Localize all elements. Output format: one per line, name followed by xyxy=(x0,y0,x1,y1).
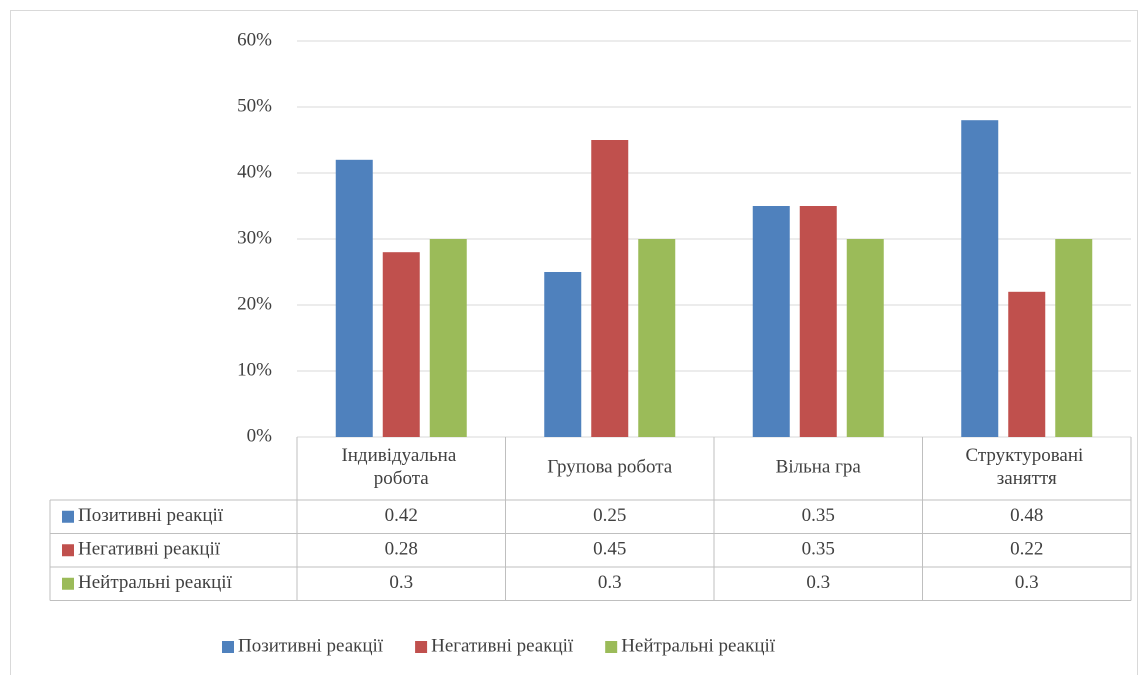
table-value: 0.35 xyxy=(802,539,835,560)
bar xyxy=(961,120,999,437)
bar xyxy=(429,239,467,437)
y-tick-label: 20% xyxy=(237,293,272,314)
legend-key xyxy=(415,641,428,653)
y-tick-label: 0% xyxy=(247,425,273,446)
bar xyxy=(382,252,420,437)
table-value: 0.42 xyxy=(385,505,418,526)
table-value: 0.3 xyxy=(389,572,413,593)
legend-label: Позитивні реакції xyxy=(238,635,384,656)
x-tick-label: Індивідуальна робота xyxy=(341,445,461,489)
legend-label: Негативні реакції xyxy=(431,635,574,656)
bar xyxy=(752,206,790,437)
label-line: Групова робота xyxy=(547,457,673,478)
table-value: 0.25 xyxy=(593,505,626,526)
bar xyxy=(544,272,582,437)
y-tick-label: 40% xyxy=(237,161,272,182)
legend-label: Нейтральні реакції xyxy=(621,635,776,656)
bar xyxy=(591,140,629,437)
bar xyxy=(846,239,884,437)
x-tick-label: Групова робота xyxy=(547,457,673,478)
label-line: Вільна гра xyxy=(776,457,862,478)
label-line: робота xyxy=(374,468,429,489)
table-value: 0.3 xyxy=(1015,572,1039,593)
y-tick-label: 60% xyxy=(237,29,272,50)
table-series-name: Позитивні реакції xyxy=(78,505,224,526)
bar xyxy=(1055,239,1093,437)
legend-key xyxy=(605,641,618,653)
y-tick-label: 50% xyxy=(237,95,272,116)
y-tick-label: 10% xyxy=(237,359,272,380)
table-value: 0.3 xyxy=(806,572,830,593)
label-line: заняття xyxy=(997,468,1057,489)
table-legend-key xyxy=(62,510,74,523)
table-value: 0.45 xyxy=(593,539,626,560)
table-value: 0.3 xyxy=(598,572,622,593)
legend-key xyxy=(222,641,234,653)
table-series-name: Нейтральні реакції xyxy=(78,572,233,593)
table-value: 0.22 xyxy=(1010,539,1043,560)
table-series-name: Негативні реакції xyxy=(78,539,221,560)
bar xyxy=(335,159,373,438)
table-value: 0.28 xyxy=(385,539,418,560)
label-line: Структуровані xyxy=(965,445,1088,466)
x-tick-label: Структуровані заняття xyxy=(965,445,1088,489)
bar xyxy=(638,239,676,437)
bar xyxy=(1008,291,1046,437)
table-value: 0.35 xyxy=(802,505,835,526)
table-value: 0.48 xyxy=(1010,505,1043,526)
table-legend-key xyxy=(62,577,74,590)
table-legend-key xyxy=(62,544,74,557)
y-tick-label: 30% xyxy=(237,227,272,248)
bar xyxy=(799,206,837,437)
label-line: Індивідуальна xyxy=(341,445,461,466)
x-tick-label: Вільна гра xyxy=(776,457,862,478)
chart-border xyxy=(10,10,1138,675)
